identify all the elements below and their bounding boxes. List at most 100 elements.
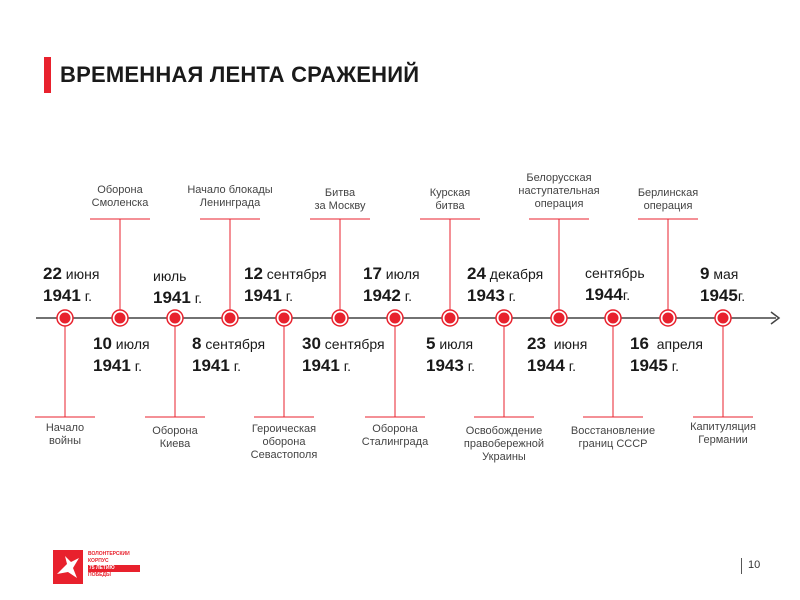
event-year: 1941	[43, 286, 81, 305]
event-year-suffix: г.	[463, 358, 476, 374]
event-year: 1941	[192, 356, 230, 375]
event-marker-dot	[224, 312, 236, 324]
event-marker-dot	[498, 312, 510, 324]
event-year: 1941	[302, 356, 340, 375]
event-month: июля	[111, 336, 150, 352]
event-date: 12 сентября 1941 г.	[244, 263, 327, 307]
event-marker-dot	[169, 312, 181, 324]
event-date: 10 июля 1941 г.	[93, 333, 150, 377]
event-month: июль	[153, 268, 187, 284]
event-date-day: 9 мая	[700, 263, 745, 285]
event-marker-dot	[389, 312, 401, 324]
event-date-year: 1942 г.	[363, 285, 420, 307]
page-number: 10	[748, 559, 761, 571]
event-date-year: 1941 г.	[93, 355, 150, 377]
event-month: апреля	[648, 336, 703, 352]
event-year: 1942	[363, 286, 401, 305]
event-month: июня	[61, 266, 100, 282]
event-label: Битва за Москву	[314, 187, 366, 212]
event-year-suffix: г.	[564, 358, 577, 374]
event-date: 24 декабря 1943 г.	[467, 263, 543, 307]
event-date-year: 1941 г.	[302, 355, 385, 377]
event-label: Начало блокады Ленинграда	[187, 184, 273, 209]
event-date-day: 24 декабря	[467, 263, 543, 285]
logo-line-4: ПОБЕДЫ	[88, 572, 111, 578]
event-day-number: 23	[527, 334, 546, 353]
event-marker-dot	[114, 312, 126, 324]
event-year-suffix: г.	[130, 358, 143, 374]
event-date: 5 июля 1943 г.	[426, 333, 475, 377]
event-month: июля	[381, 266, 420, 282]
event-date-year: 1941 г.	[153, 287, 202, 309]
event-year-suffix: г.	[281, 288, 294, 304]
event-date-day: 8 сентября	[192, 333, 265, 355]
event-year: 1941	[244, 286, 282, 305]
event-day-number: 24	[467, 264, 486, 283]
event-day-number: 30	[302, 334, 321, 353]
event-date: 17 июля 1942 г.	[363, 263, 420, 307]
event-day-number: 5	[426, 334, 436, 353]
event-label: Героическая оборона Севастополя	[250, 423, 318, 461]
event-date-day: 16 апреля	[630, 333, 703, 355]
event-marker-dot	[717, 312, 729, 324]
page-title: ВРЕМЕННАЯ ЛЕНТА СРАЖЕНИЙ	[60, 62, 420, 87]
event-date-day: 30 сентября	[302, 333, 385, 355]
logo-line-2: КОРПУС	[88, 558, 109, 564]
event-day-number: 22	[43, 264, 62, 283]
event-day-number: 8	[192, 334, 202, 353]
event-label: Капитуляция Германии	[690, 421, 756, 446]
event-date-year: 1943 г.	[467, 285, 543, 307]
event-date: 22 июня 1941 г.	[43, 263, 99, 307]
event-year-suffix: г.	[737, 288, 746, 304]
event-year-suffix: г.	[622, 287, 631, 303]
event-year: 1943	[426, 356, 464, 375]
dove-logo-icon	[53, 550, 83, 584]
event-marker-dot	[59, 312, 71, 324]
event-marker-dot	[607, 312, 619, 324]
event-date-day: 5 июля	[426, 333, 475, 355]
event-label: Оборона Киева	[152, 425, 198, 450]
event-month: июня	[545, 336, 588, 352]
logo-text: ВОЛОНТЁРСКИЙ КОРПУС 75 ЛЕТИЮ ПОБЕДЫ	[88, 551, 140, 579]
event-month: июля	[435, 336, 474, 352]
event-date: 9 мая 1945г.	[700, 263, 745, 307]
event-year: 1941	[153, 288, 191, 307]
event-year: 1943	[467, 286, 505, 305]
event-date-day: 22 июня	[43, 263, 99, 285]
event-label: Оборона Смоленска	[91, 184, 149, 209]
event-date-day: июль	[153, 266, 202, 287]
event-date: 8 сентября 1941 г.	[192, 333, 265, 377]
event-year-suffix: г.	[190, 290, 203, 306]
event-label: Оборона Сталинграда	[361, 423, 429, 448]
page-number-separator	[741, 558, 742, 574]
event-date-day: 12 сентября	[244, 263, 327, 285]
event-year-suffix: г.	[339, 358, 352, 374]
event-month: сентября	[201, 336, 266, 352]
event-year: 1944	[527, 356, 565, 375]
event-marker-dot	[278, 312, 290, 324]
event-year: 1941	[93, 356, 131, 375]
event-day-number: 17	[363, 264, 382, 283]
event-date-day: 23 июня	[527, 333, 587, 355]
event-marker-dot	[444, 312, 456, 324]
event-label: Белорусская наступательная операция	[518, 172, 600, 210]
event-date-day: 10 июля	[93, 333, 150, 355]
event-month: сентябрь	[585, 265, 645, 281]
event-year: 1945	[630, 356, 668, 375]
event-date-year: 1945 г.	[630, 355, 703, 377]
volunteer-corps-logo: ВОЛОНТЁРСКИЙ КОРПУС 75 ЛЕТИЮ ПОБЕДЫ	[53, 550, 140, 584]
event-year-suffix: г.	[80, 288, 93, 304]
logo-line-3: 75 ЛЕТИЮ	[88, 565, 140, 572]
event-year-suffix: г.	[229, 358, 242, 374]
title-accent-bar	[44, 57, 51, 93]
event-day-number: 12	[244, 264, 263, 283]
timeline-arrow-icon	[770, 311, 781, 325]
event-date: 30 сентября 1941 г.	[302, 333, 385, 377]
event-date: 23 июня 1944 г.	[527, 333, 587, 377]
event-date-year: 1943 г.	[426, 355, 475, 377]
event-month: декабря	[485, 266, 544, 282]
event-marker-dot	[553, 312, 565, 324]
event-label: Восстановление границ СССР	[570, 425, 656, 450]
event-year-suffix: г.	[667, 358, 680, 374]
event-date-year: 1944г.	[585, 284, 645, 306]
